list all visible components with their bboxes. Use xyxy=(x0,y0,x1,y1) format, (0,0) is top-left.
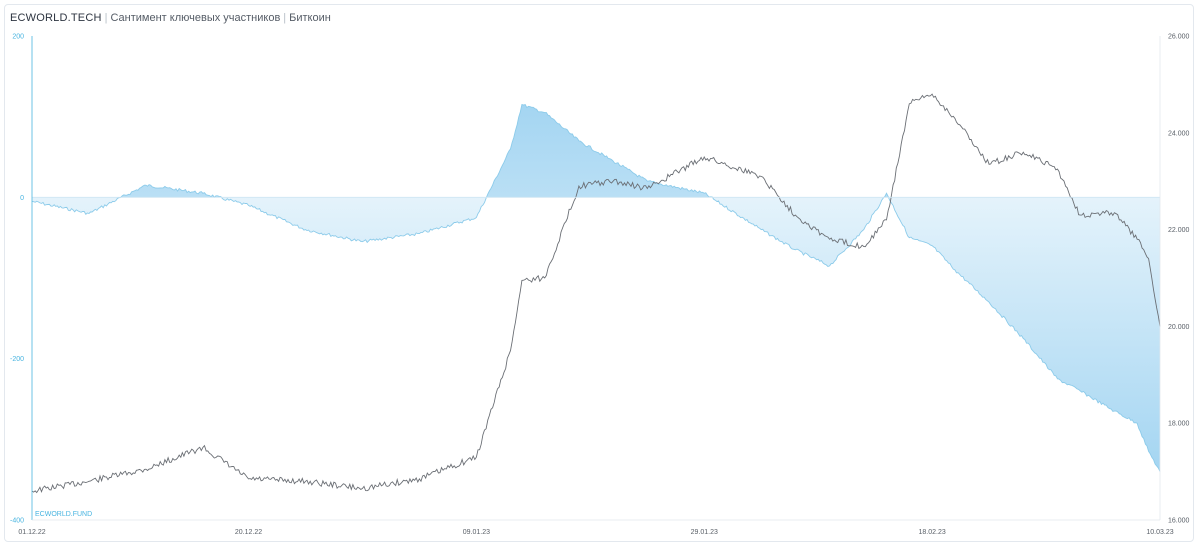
asset-label: Биткоин xyxy=(289,12,331,24)
sentiment-area-negative xyxy=(32,197,1160,472)
brand-label: ECWORLD.TECH xyxy=(10,12,102,24)
right-axis-tick-label: 16.000 xyxy=(1168,518,1190,525)
watermark-label: ECWORLD.FUND xyxy=(35,511,92,518)
right-axis-tick-label: 20.000 xyxy=(1168,324,1190,331)
title-separator-2: | xyxy=(283,12,287,24)
right-axis-tick-label: 26.000 xyxy=(1168,34,1190,41)
x-axis-tick-label: 10.03.23 xyxy=(1146,529,1173,536)
right-axis-tick-label: 24.000 xyxy=(1168,130,1190,137)
left-axis-tick-label: -400 xyxy=(10,518,24,525)
btc-price-line xyxy=(31,93,1161,494)
left-axis-tick-label: 200 xyxy=(12,34,24,41)
left-axis-tick-label: -200 xyxy=(10,356,24,363)
chart-title: ECWORLD.TECH | Сантимент ключевых участник… xyxy=(10,12,331,24)
x-axis-tick-label: 09.01.23 xyxy=(463,529,490,536)
right-axis-tick-label: 18.000 xyxy=(1168,421,1190,428)
x-axis-tick-label: 18.02.23 xyxy=(918,529,945,536)
x-axis-tick-label: 29.01.23 xyxy=(691,529,718,536)
subtitle-label: Сантимент ключевых участников xyxy=(110,12,281,24)
x-axis-tick-label: 01.12.22 xyxy=(18,529,45,536)
sentiment-area-layer xyxy=(32,104,1160,472)
x-axis-tick-label: 20.12.22 xyxy=(235,529,262,536)
right-axis-tick-label: 22.000 xyxy=(1168,227,1190,234)
axes-layer: 200 0 -200 -400 16.000 18.000 20.000 22.000 24.0… xyxy=(10,34,1190,537)
title-separator: | xyxy=(104,12,108,24)
sentiment-area-positive xyxy=(32,104,1160,198)
sentiment-line xyxy=(31,103,1161,472)
left-axis-tick-label: 0 xyxy=(20,195,24,202)
